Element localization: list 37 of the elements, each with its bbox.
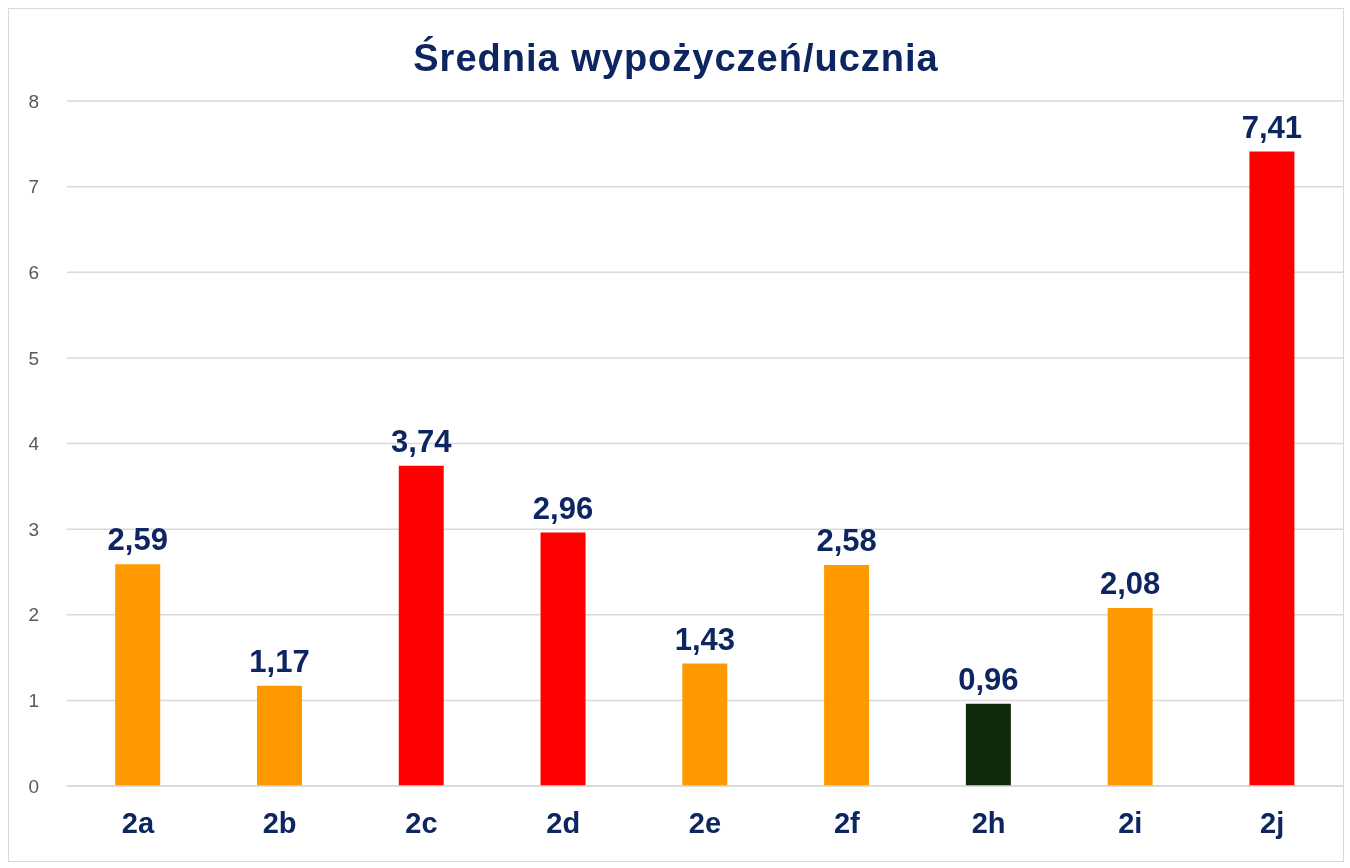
x-tick-label: 2d: [546, 806, 581, 839]
data-label: 2,08: [1099, 565, 1161, 601]
x-tick-label: 2j: [1260, 806, 1285, 839]
y-tick-label: 3: [28, 518, 39, 540]
x-tick-label: 2b: [262, 806, 297, 839]
bar: [1107, 607, 1153, 786]
y-tick-label: 2: [28, 604, 39, 626]
y-tick-label: 7: [28, 176, 39, 198]
data-label: 2,96: [532, 490, 594, 526]
x-tick-label: 2i: [1118, 806, 1143, 839]
y-tick-label: 0: [28, 775, 39, 797]
x-tick-label: 2f: [833, 806, 861, 839]
bar: [256, 685, 302, 786]
x-tick-label: 2a: [121, 806, 155, 839]
y-tick-label: 6: [28, 261, 39, 283]
y-tick-label: 8: [28, 90, 39, 112]
y-tick-label: 1: [28, 690, 39, 712]
x-tick-label: 2c: [405, 806, 438, 839]
data-label: 1,17: [249, 643, 310, 679]
bar: [115, 564, 161, 786]
data-label: 3,74: [391, 423, 453, 459]
bar: [965, 703, 1011, 786]
chart-title: Średnia wypożyczeń/ucznia: [412, 37, 940, 80]
data-label: 2,58: [816, 523, 877, 559]
data-label: 2,59: [107, 522, 168, 558]
x-tick-label: 2h: [971, 806, 1006, 839]
x-tick-label: 2e: [688, 806, 722, 839]
bar: [398, 465, 444, 786]
data-label: 0,96: [958, 661, 1019, 697]
y-tick-label: 4: [28, 433, 40, 455]
bar: [540, 532, 586, 786]
bar: [1249, 151, 1295, 786]
y-tick-label: 5: [28, 347, 39, 369]
data-label: 7,41: [1241, 109, 1303, 145]
data-label: 1,43: [674, 621, 735, 657]
bar: [682, 663, 728, 786]
bar: [824, 565, 870, 786]
